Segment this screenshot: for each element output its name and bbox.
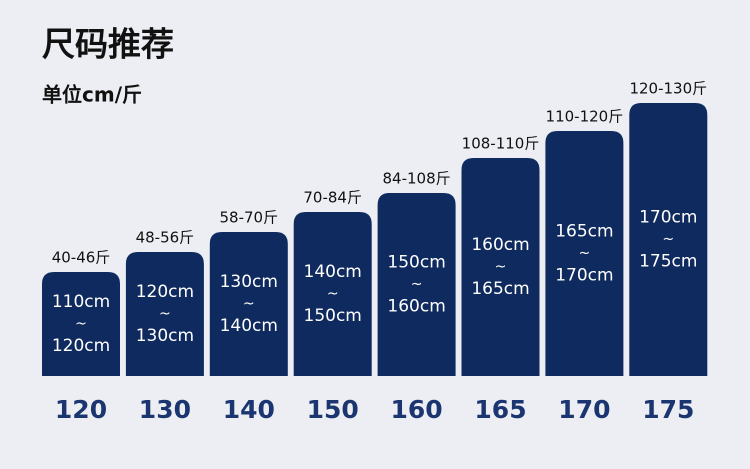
weight-label: 58-70斤 bbox=[220, 209, 279, 227]
size-label: 150 bbox=[307, 395, 359, 424]
weight-label: 70-84斤 bbox=[303, 189, 362, 207]
size-label: 130 bbox=[139, 395, 191, 424]
height-min: 160cm bbox=[471, 235, 529, 255]
range-sign: ~ bbox=[495, 259, 507, 275]
range-sign: ~ bbox=[159, 306, 171, 322]
weight-label: 40-46斤 bbox=[52, 249, 111, 267]
size-bar bbox=[42, 272, 120, 376]
height-min: 140cm bbox=[304, 262, 362, 282]
height-max: 130cm bbox=[136, 326, 194, 346]
weight-label: 110-120斤 bbox=[546, 108, 624, 126]
height-min: 130cm bbox=[220, 272, 278, 292]
size-bar bbox=[209, 232, 288, 376]
size-label: 165 bbox=[474, 395, 526, 424]
height-max: 165cm bbox=[471, 279, 529, 299]
height-min: 120cm bbox=[136, 282, 194, 302]
height-max: 150cm bbox=[304, 306, 362, 326]
weight-label: 108-110斤 bbox=[462, 135, 540, 153]
range-sign: ~ bbox=[243, 296, 255, 312]
weight-label: 48-56斤 bbox=[136, 229, 195, 247]
height-max: 140cm bbox=[220, 316, 278, 336]
height-min: 110cm bbox=[52, 292, 110, 312]
size-bar bbox=[293, 212, 372, 376]
size-bar bbox=[125, 252, 204, 376]
weight-label: 120-130斤 bbox=[629, 80, 707, 98]
height-max: 170cm bbox=[555, 266, 613, 286]
size-label: 160 bbox=[391, 395, 443, 424]
weight-label: 84-108斤 bbox=[383, 170, 451, 188]
size-label: 120 bbox=[55, 395, 107, 424]
height-max: 160cm bbox=[387, 297, 445, 317]
size-bar bbox=[461, 158, 540, 376]
size-bar bbox=[545, 131, 624, 376]
range-sign: ~ bbox=[662, 232, 674, 248]
size-bar bbox=[377, 193, 456, 376]
range-sign: ~ bbox=[579, 246, 591, 262]
size-label: 175 bbox=[642, 395, 694, 424]
size-bar bbox=[629, 103, 708, 376]
height-min: 150cm bbox=[387, 253, 445, 273]
range-sign: ~ bbox=[327, 286, 339, 302]
range-sign: ~ bbox=[75, 316, 87, 332]
title: 尺码推荐 bbox=[42, 25, 174, 64]
range-sign: ~ bbox=[411, 277, 423, 293]
unit: 单位cm/斤 bbox=[42, 83, 142, 107]
height-max: 120cm bbox=[52, 336, 110, 356]
size-label: 140 bbox=[223, 395, 275, 424]
size-label: 170 bbox=[558, 395, 610, 424]
height-max: 175cm bbox=[639, 252, 697, 272]
height-min: 170cm bbox=[639, 208, 697, 228]
height-min: 165cm bbox=[555, 222, 613, 242]
